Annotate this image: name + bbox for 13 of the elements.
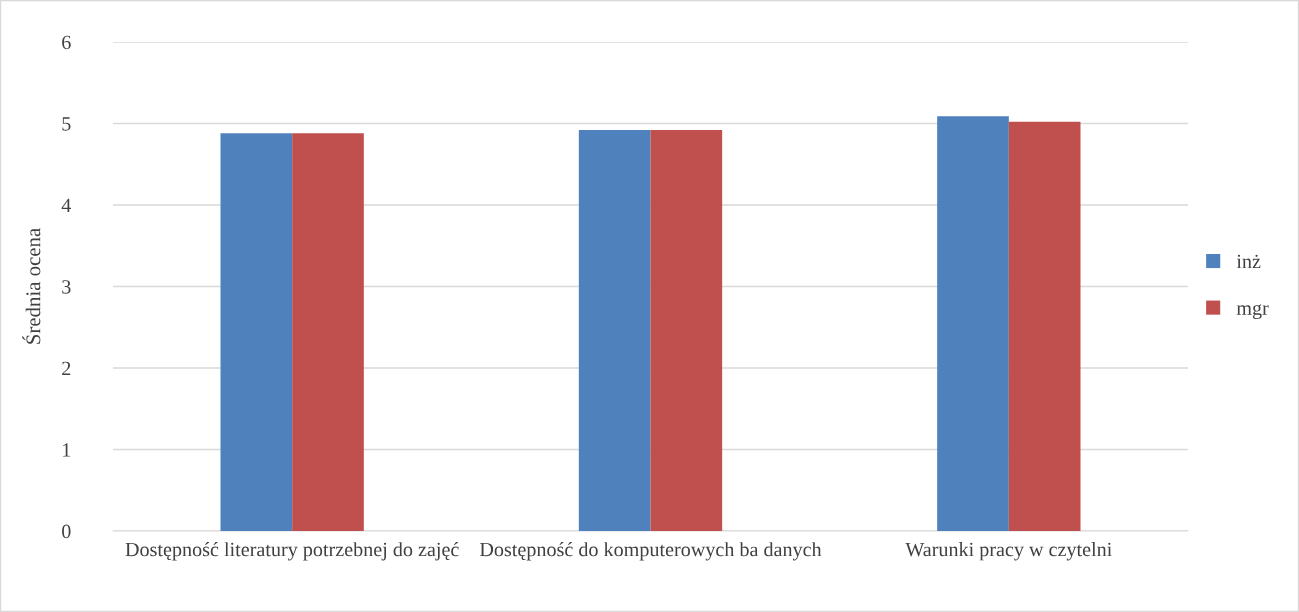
- y-tick-label: 5: [62, 117, 71, 131]
- y-axis-title: Średnia ocena: [22, 228, 41, 344]
- y-tick-label: 6: [62, 35, 71, 50]
- y-tick-label: 2: [62, 361, 71, 375]
- y-tick-label: 0: [62, 524, 71, 539]
- legend-label: inż: [1236, 254, 1261, 269]
- y-tick-label: 3: [62, 280, 71, 294]
- x-tick-label: Dostępność do komputerowych ba danych: [479, 542, 822, 561]
- x-tick-label: Warunki pracy w czytelni: [905, 542, 1112, 561]
- y-tick-label: 4: [61, 198, 72, 212]
- legend-label: mgr: [1236, 304, 1269, 320]
- y-tick-label: 1: [63, 443, 71, 457]
- x-tick-label: Dostępność literatury potrzebnej do zajęć: [125, 542, 459, 561]
